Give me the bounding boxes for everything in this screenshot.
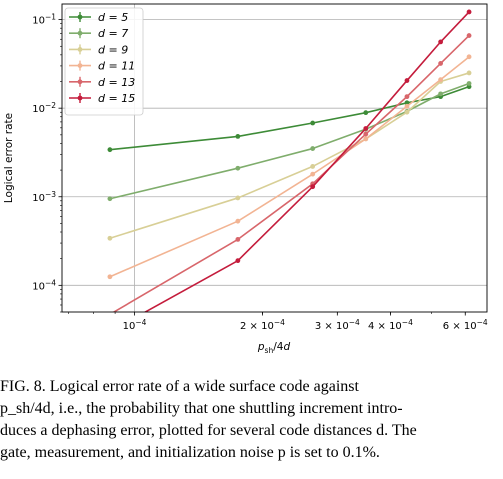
series-line-d5 xyxy=(109,85,470,151)
axis-ticks: 10−4 2 × 10−4 3 × 10−4 4 × 10−4 6 × 10−4 10−4… xyxy=(32,13,488,332)
data-point xyxy=(466,33,472,38)
x-tick-label: 2 × 10−4 xyxy=(240,318,285,332)
legend-box xyxy=(64,7,144,116)
data-point xyxy=(235,165,241,171)
y-tick-label: 10−1 xyxy=(32,13,56,27)
legend-entry: d = 15 xyxy=(69,92,135,105)
data-point xyxy=(404,103,410,109)
data-point xyxy=(404,100,410,106)
legend-entry: d = 5 xyxy=(69,11,128,24)
caption-line-2: p_sh/4d, i.e., the probability that one … xyxy=(0,400,403,417)
x-axis-title: psh/4d xyxy=(257,341,291,355)
caption-line-3: duces a dephasing error, plotted for sev… xyxy=(0,422,417,439)
data-point xyxy=(466,54,472,60)
data-point xyxy=(107,147,113,153)
legend-label: d = 11 xyxy=(98,60,135,73)
data-point xyxy=(107,196,113,202)
series-line-d13 xyxy=(112,35,470,312)
x-tick-label: 4 × 10−4 xyxy=(368,318,413,332)
data-point xyxy=(438,77,444,83)
data-point xyxy=(235,134,241,139)
legend-label: d = 7 xyxy=(98,27,128,40)
legend-label: d = 9 xyxy=(98,43,128,56)
data-point xyxy=(310,120,316,126)
legend: d = 5 d = 7 d = 9 d = 11 d = 13 d = 15 xyxy=(64,7,144,116)
legend-entry: d = 13 xyxy=(69,76,135,89)
data-point xyxy=(109,311,111,312)
data-point xyxy=(107,274,113,280)
data-point xyxy=(363,110,369,116)
caption-line-4: gate, measurement, and initialization no… xyxy=(0,444,380,461)
data-point xyxy=(363,136,369,142)
series-line-d9 xyxy=(109,72,470,240)
series-layer xyxy=(107,9,472,334)
legend-entry: d = 11 xyxy=(69,60,135,73)
legend-entry: d = 9 xyxy=(69,43,128,56)
data-point xyxy=(466,81,472,86)
figure-caption: FIG. 8. Logical error rate of a wide sur… xyxy=(0,376,503,464)
data-point xyxy=(107,235,113,241)
legend-marker xyxy=(77,95,83,101)
data-point xyxy=(438,61,444,66)
data-point xyxy=(363,131,369,137)
data-point xyxy=(438,39,444,45)
x-tick-label: 6 × 10−4 xyxy=(443,318,488,332)
data-point xyxy=(363,126,369,131)
caption-line-1: FIG. 8. Logical error rate of a wide sur… xyxy=(0,378,359,395)
data-point xyxy=(310,171,316,177)
data-point xyxy=(310,164,316,169)
legend-marker xyxy=(77,14,83,20)
data-point xyxy=(235,237,241,242)
data-point xyxy=(438,91,444,97)
data-point xyxy=(466,9,472,15)
x-tick-label: 3 × 10−4 xyxy=(315,318,360,332)
y-tick-label: 10−2 xyxy=(32,101,56,115)
legend-marker xyxy=(77,30,83,36)
data-point xyxy=(404,94,410,100)
y-tick-label: 10−3 xyxy=(32,190,56,204)
legend-label: d = 5 xyxy=(98,11,128,24)
series-line-d11 xyxy=(109,56,470,278)
legend-label: d = 13 xyxy=(98,76,135,89)
data-point xyxy=(235,195,241,201)
data-point xyxy=(235,218,241,224)
legend-entry: d = 7 xyxy=(69,27,128,40)
chart: 10−4 2 × 10−4 3 × 10−4 4 × 10−4 6 × 10−4 10−4… xyxy=(3,3,488,355)
y-axis-title: Logical error rate xyxy=(3,113,15,203)
x-tick-label: 10−4 xyxy=(123,318,147,332)
legend-marker xyxy=(77,63,83,68)
plot-frame xyxy=(61,3,488,313)
data-point xyxy=(235,258,241,264)
y-tick-label: 10−4 xyxy=(32,278,56,292)
legend-marker xyxy=(77,47,83,52)
legend-marker xyxy=(77,79,83,85)
data-point xyxy=(310,146,316,151)
data-point xyxy=(107,329,112,334)
data-point xyxy=(310,184,316,190)
data-point xyxy=(466,70,472,76)
data-point xyxy=(404,109,410,115)
legend-label: d = 15 xyxy=(98,92,135,105)
data-point xyxy=(404,78,410,83)
